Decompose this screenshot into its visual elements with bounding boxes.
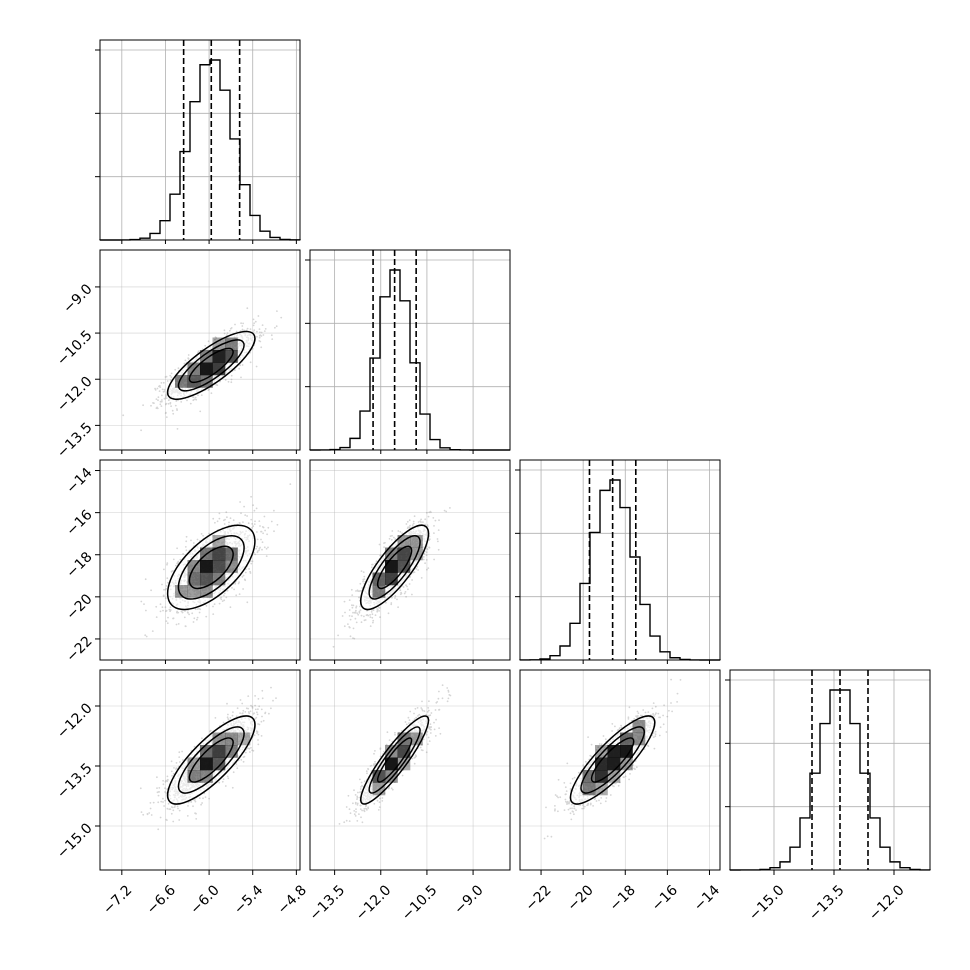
ytick-label-2-3: −16 [63,507,95,539]
panel-frame [519,669,721,871]
panel-frame [309,249,511,451]
density-layer [122,307,283,432]
density-layer [338,684,452,825]
contour-0 [188,545,234,590]
xtick-label-2-2: −18 [607,882,639,914]
density-layer [140,483,292,638]
contour-0 [188,347,234,384]
contour-1 [580,726,645,794]
contour-1 [368,535,421,600]
ytick-label-1-2: −10.5 [54,327,96,369]
xtick-label-1-3: −9.0 [451,882,486,917]
histogram-panel-0 [95,39,301,244]
contour-1 [368,726,421,794]
histogram-panel-3: −15.0 −13.5 −12.0 [725,669,931,924]
ytick-label-3-2: −12.0 [54,700,96,742]
xtick-label-1-2: −10.5 [399,882,441,924]
xtick-label-0-2: −6.0 [187,882,222,917]
panel-frame [99,459,301,661]
panel-frame [309,459,511,661]
contour-1 [177,535,245,600]
ytick-label-3-0: −15.0 [54,820,96,862]
histogram-step-2 [519,479,721,661]
contour-0 [376,545,413,590]
scatter-panel-3-1: −13.5 −12.0 −10.5 −9.0 [307,669,511,924]
scatter-panel-1-0: −13.5−12.0 −10.5 −9.0 [54,249,301,462]
histogram-step-1 [309,269,510,451]
ytick-label-1-1: −12.0 [54,374,96,416]
xtick-label-1-1: −12.0 [353,882,395,924]
histogram-panel-1 [305,249,511,454]
panel-frame [309,669,511,871]
ytick-label-2-2: −18 [63,549,95,581]
xtick-label-0-1: −6.6 [144,882,179,917]
panel-frame [99,39,301,241]
ytick-label-1-0: −13.5 [54,420,96,462]
contour-1 [177,726,245,794]
panel-frame [99,669,301,871]
xtick-label-3-1: −13.5 [806,882,848,924]
xtick-label-3-2: −12.0 [866,882,908,924]
ytick-label-2-4: −14 [63,465,95,497]
xtick-label-0-4: −4.8 [275,882,310,917]
density-cells [175,535,238,598]
xtick-label-0-0: −7.2 [100,882,135,917]
panel-frame [519,459,721,661]
scatter-panel-2-0: −22 −20 −18 −16 −14 [63,459,301,665]
scatter-panel-3-2: −22 −20 −18 −16 −14 [519,669,723,915]
scatter-panel-3-0: −15.0 −13.5 −12.0 −7.2 −6.6 −6.0 −5.4 −4.8 [54,669,310,918]
contour-0 [376,737,413,783]
histogram-step-0 [99,59,301,241]
xtick-label-0-3: −5.4 [231,882,266,917]
scatter-panel-2-1 [309,459,511,664]
panel-frame [729,669,931,871]
xtick-label-1-0: −13.5 [307,882,349,924]
ytick-label-2-1: −20 [63,591,95,623]
xtick-label-2-4: −14 [691,882,723,914]
xtick-label-3-0: −15.0 [746,882,788,924]
histogram-step-3 [729,689,931,871]
density-layer [332,507,451,648]
density-layer [543,678,682,840]
panel-frame [99,249,301,451]
contour-0 [188,737,234,783]
density-cells [187,732,251,783]
xtick-label-2-0: −22 [522,882,554,914]
ytick-label-3-1: −13.5 [54,760,96,802]
ytick-label-1-3: −9.0 [60,281,95,316]
xtick-label-2-1: −20 [565,882,597,914]
contour-1 [177,339,245,392]
contour-0 [590,737,635,783]
xtick-label-2-3: −16 [649,882,681,914]
ytick-label-2-0: −22 [63,633,95,665]
histogram-panel-2 [515,459,721,664]
density-layer [139,686,277,831]
density-cells [372,535,423,598]
